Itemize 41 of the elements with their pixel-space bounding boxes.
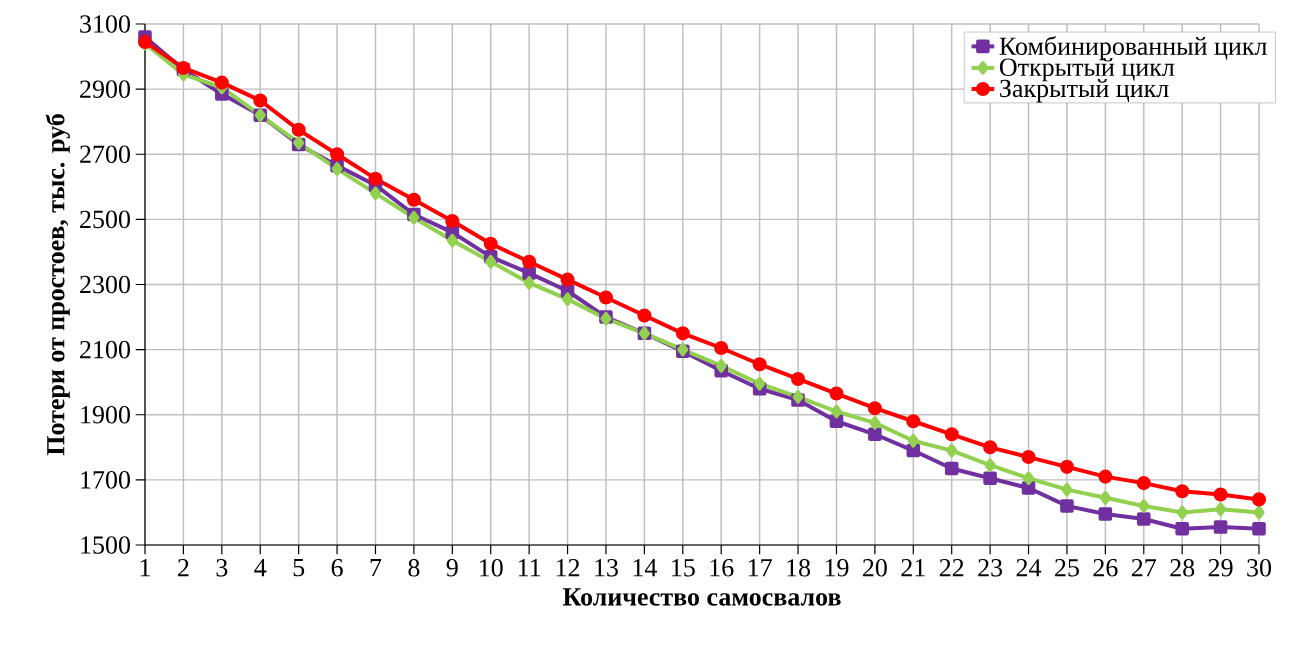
x-tick-label: 5 (293, 559, 305, 577)
x-tick-label: 27 (1131, 559, 1157, 577)
y-tick-label: 1500 (81, 536, 130, 554)
x-tick-label: 6 (331, 559, 343, 577)
y-tick-label: 1700 (81, 471, 130, 489)
y-tick-label: 2700 (80, 145, 130, 164)
y-tick-label: 2500 (80, 210, 130, 229)
x-tick-label: 16 (710, 559, 734, 577)
x-tick-label: 21 (901, 559, 925, 577)
x-tick-label: 1 (140, 559, 150, 577)
x-tick-label: 9 (446, 559, 458, 577)
x-tick-label: 28 (1170, 559, 1195, 577)
x-tick-label: 25 (1055, 559, 1079, 577)
x-tick-label: 14 (633, 559, 657, 577)
x-tick-label: 20 (863, 559, 887, 577)
x-tick-label: 15 (672, 559, 695, 577)
x-tick-label: 4 (254, 559, 267, 577)
x-tick-label: 24 (1016, 559, 1042, 577)
x-tick-label: 23 (978, 559, 1003, 577)
x-axis-title: Количество самосвалов (562, 588, 841, 606)
x-tick-label: 7 (370, 559, 382, 577)
x-tick-label: 10 (480, 559, 503, 577)
x-tick-label: 26 (1093, 559, 1118, 577)
x-tick-label: 13 (595, 559, 618, 577)
x-tick-label: 2 (178, 559, 189, 577)
x-tick-label: 11 (518, 559, 541, 577)
x-tick-label: 17 (748, 559, 772, 577)
x-tick-label: 8 (408, 559, 420, 577)
y-axis-title: Потери от простоев, тыс. руб (45, 114, 70, 456)
x-tick-label: 19 (825, 559, 849, 577)
x-tick-label: 12 (556, 559, 580, 577)
y-tick-label: 2300 (80, 275, 130, 294)
y-tick-label: 2100 (80, 340, 130, 359)
x-tick-label: 29 (1208, 559, 1233, 577)
x-tick-label: 30 (1247, 559, 1272, 577)
x-tick-label: 3 (216, 559, 228, 577)
y-tick-label: 1900 (81, 405, 130, 424)
x-tick-label: 22 (939, 559, 964, 577)
y-tick-label: 2900 (80, 80, 130, 98)
y-tick-label: 3100 (80, 15, 130, 33)
x-tick-label: 18 (787, 559, 811, 577)
